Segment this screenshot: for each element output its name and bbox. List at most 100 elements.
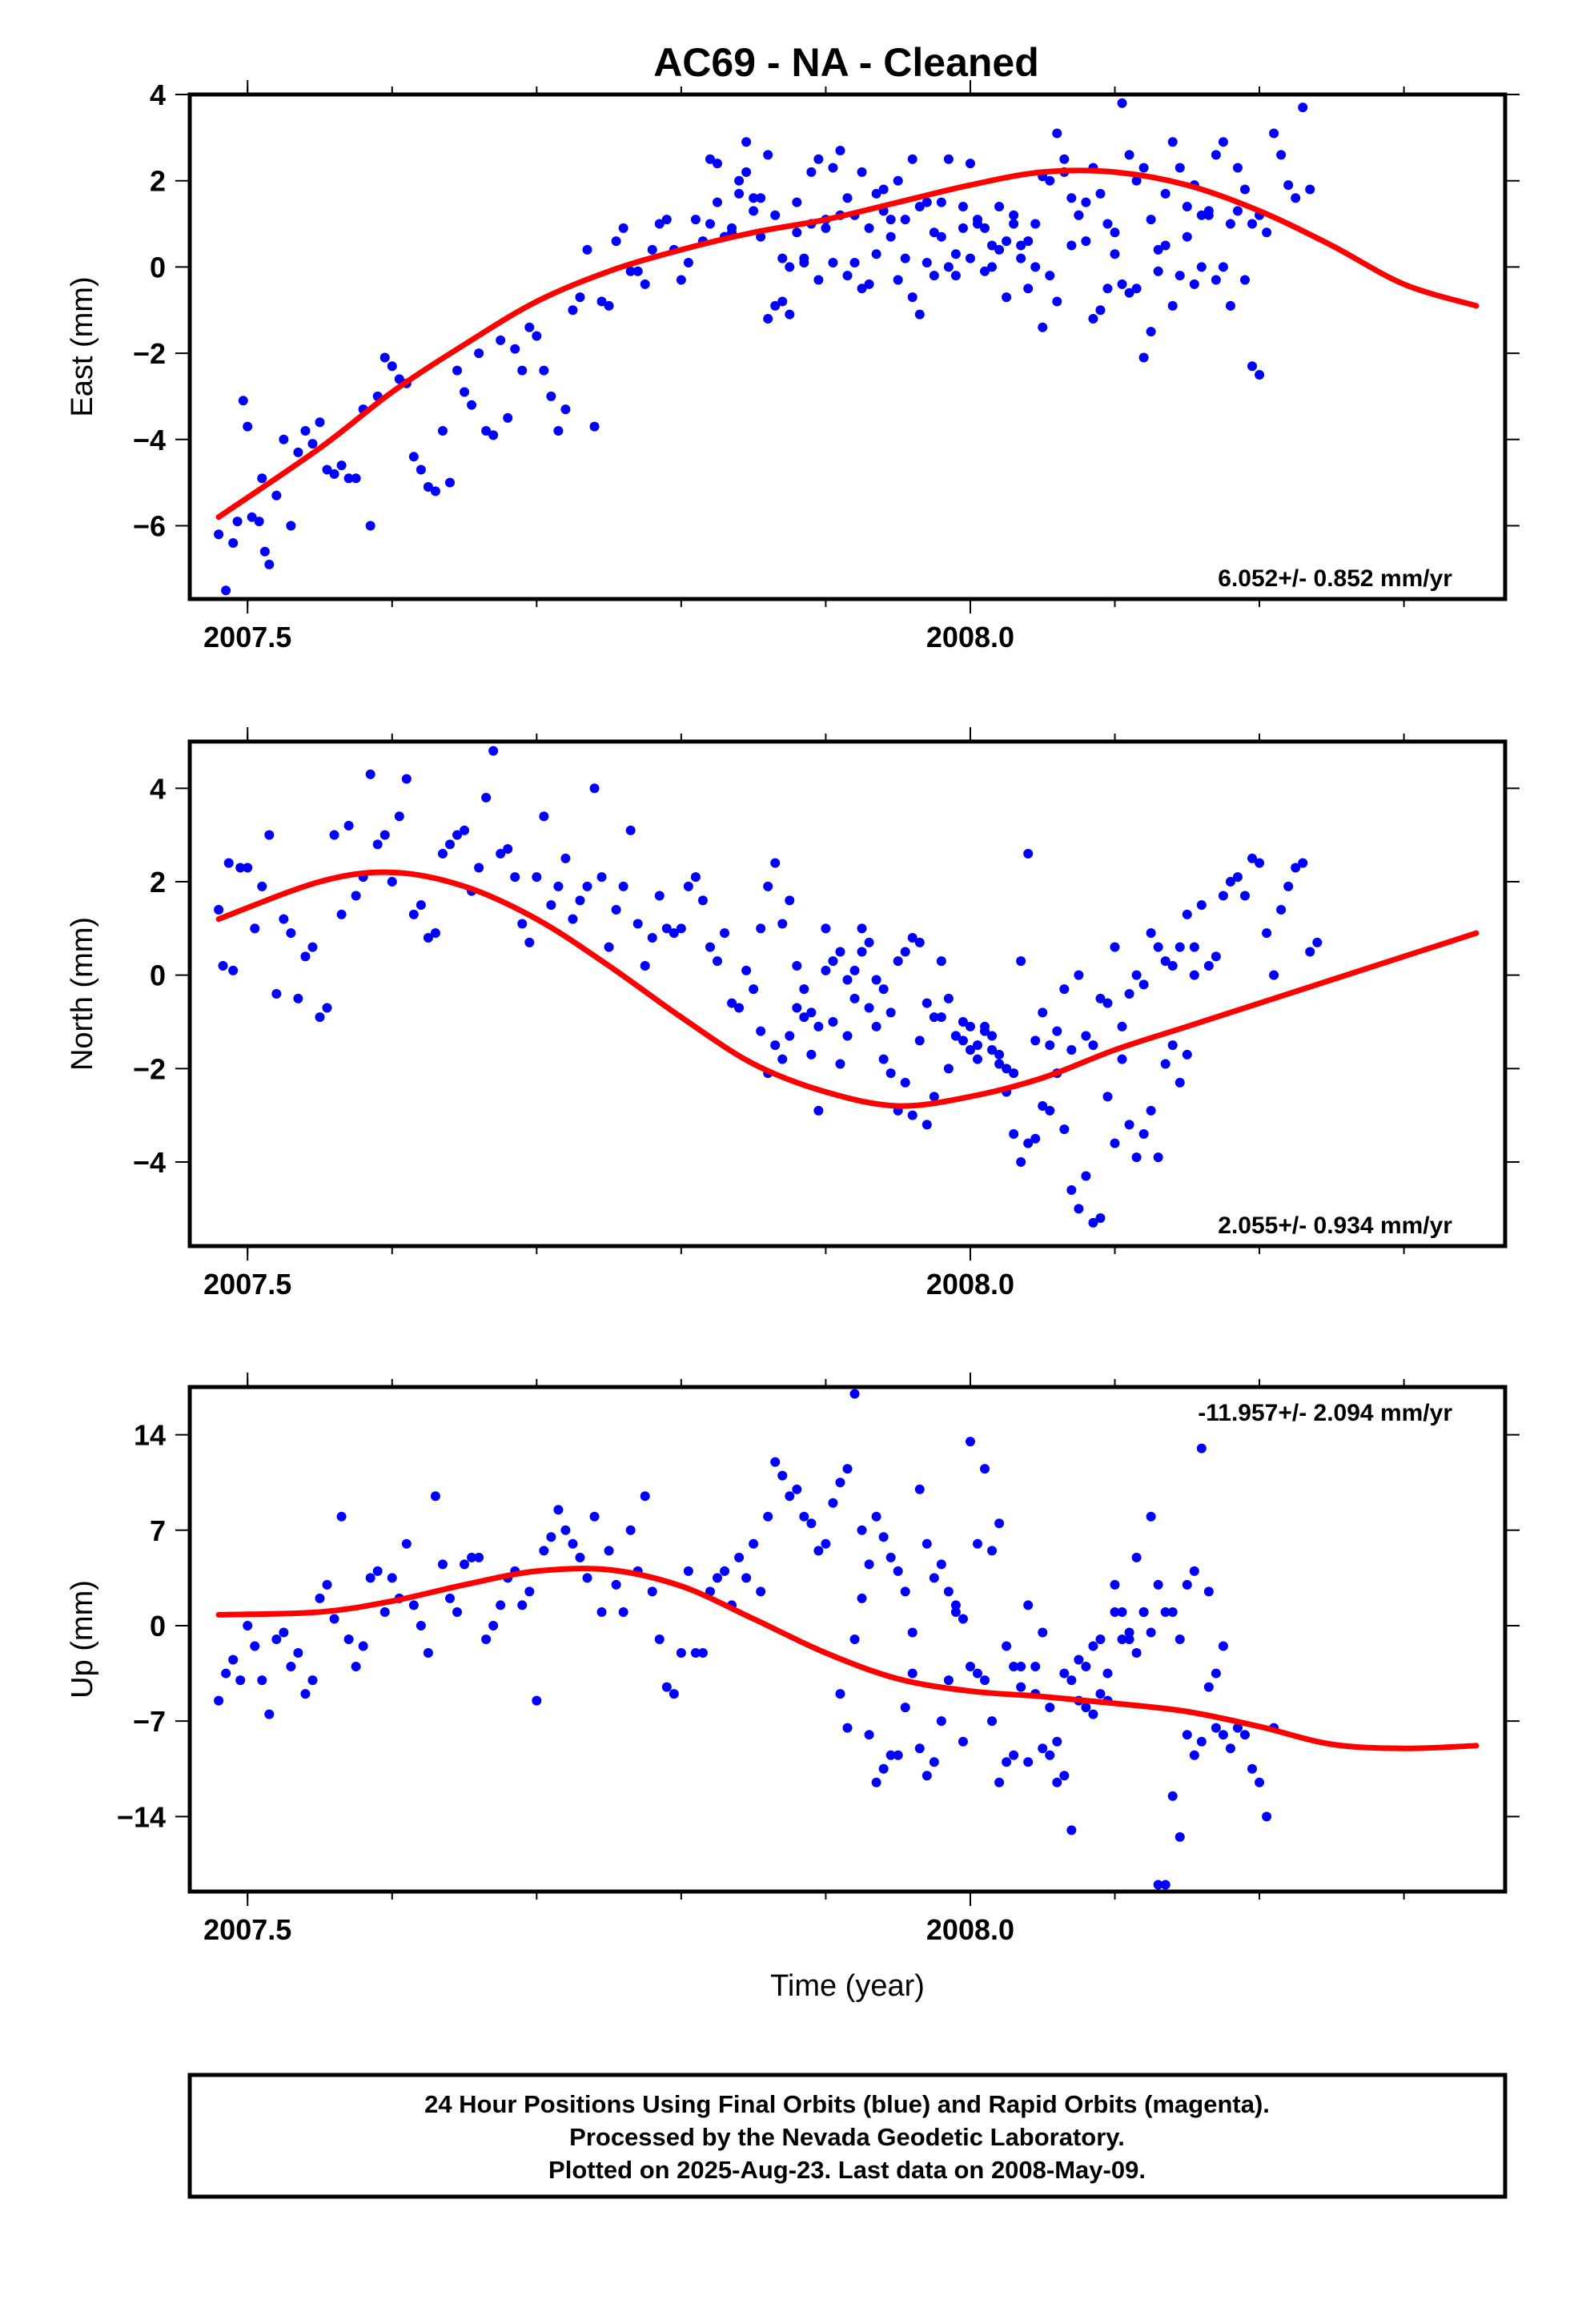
up-data-point — [1045, 1750, 1055, 1760]
north-data-point — [1016, 1157, 1026, 1167]
east-data-point — [842, 271, 853, 281]
north-data-point — [1030, 1133, 1041, 1144]
up-data-point — [625, 1525, 636, 1535]
east-data-point — [618, 223, 628, 233]
north-data-point — [821, 923, 831, 934]
east-data-point — [921, 258, 932, 267]
east-data-point — [532, 331, 542, 341]
east-data-point — [994, 202, 1005, 211]
up-data-point — [1016, 1662, 1026, 1672]
north-data-point — [950, 1031, 961, 1041]
north-data-point — [1045, 1105, 1055, 1116]
up-panel: 2007.5 2008.0 14 7 0 −7 −14 Up (mm) Time (year) -… — [66, 1373, 1520, 2003]
up-data-point — [214, 1695, 224, 1706]
east-data-point — [1167, 300, 1178, 311]
up-data-point — [929, 1757, 939, 1767]
east-data-point — [474, 348, 484, 359]
east-data-point — [259, 546, 270, 557]
east-data-point — [1174, 163, 1185, 173]
north-data-point — [749, 984, 759, 995]
east-data-point — [864, 279, 874, 289]
north-data-point — [1269, 970, 1279, 980]
north-data-point — [756, 923, 766, 934]
up-data-point — [950, 1606, 961, 1617]
east-data-point — [849, 258, 860, 267]
east-y-tick-label: 2 — [150, 165, 166, 198]
up-data-point — [1153, 1880, 1163, 1890]
east-data-point — [329, 468, 339, 479]
north-data-point — [835, 1059, 845, 1069]
east-data-point — [741, 137, 752, 147]
up-data-point — [878, 1763, 889, 1774]
north-data-point — [763, 881, 773, 891]
north-data-point — [1110, 1138, 1120, 1148]
east-data-point — [647, 244, 657, 255]
north-data-point — [1160, 956, 1170, 967]
east-data-point — [221, 585, 231, 596]
north-data-point — [676, 923, 686, 934]
north-data-point — [1146, 928, 1156, 939]
up-data-point — [336, 1511, 347, 1522]
up-data-point — [1218, 1641, 1228, 1651]
up-data-point — [279, 1627, 289, 1638]
east-data-point — [950, 271, 961, 281]
up-data-point — [864, 1559, 874, 1570]
up-data-point — [1131, 1552, 1142, 1562]
east-data-layer — [214, 98, 1480, 596]
east-data-point — [1262, 227, 1272, 238]
up-data-point — [1030, 1662, 1041, 1672]
north-data-point — [596, 872, 607, 883]
up-data-point — [553, 1505, 564, 1515]
north-data-point — [1009, 1129, 1019, 1139]
north-data-point — [943, 1063, 954, 1074]
east-y-tick-label: −6 — [133, 509, 166, 542]
up-data-point — [329, 1614, 339, 1624]
up-data-point — [756, 1586, 766, 1597]
north-data-point — [322, 1003, 332, 1013]
north-data-point — [713, 956, 723, 967]
east-x-tick-label: 2007.5 — [203, 621, 291, 653]
east-data-point — [676, 275, 686, 285]
east-data-point — [705, 154, 715, 164]
up-data-point — [835, 1478, 845, 1488]
north-data-point — [575, 895, 585, 906]
north-data-point — [582, 881, 592, 891]
east-data-point — [741, 167, 752, 177]
east-data-point — [994, 244, 1005, 255]
up-data-point — [1095, 1634, 1106, 1644]
east-data-point — [1218, 137, 1228, 147]
north-data-point — [1081, 1171, 1091, 1181]
up-data-point — [1182, 1579, 1192, 1590]
up-data-point — [785, 1491, 795, 1502]
up-data-point — [517, 1600, 528, 1610]
up-data-point — [1117, 1606, 1127, 1617]
east-data-point — [503, 412, 513, 423]
north-data-point — [1124, 989, 1134, 999]
up-data-point — [1203, 1586, 1214, 1597]
east-data-point — [785, 262, 795, 272]
north-data-point — [488, 746, 499, 756]
east-data-point — [885, 215, 896, 225]
east-data-point — [589, 421, 600, 432]
north-data-point — [777, 919, 788, 929]
east-data-point — [828, 258, 838, 267]
north-data-point — [1117, 1021, 1127, 1031]
up-data-point — [401, 1538, 412, 1549]
up-data-point — [430, 1491, 440, 1502]
up-data-point — [1045, 1703, 1055, 1713]
east-data-point — [777, 296, 788, 307]
east-data-point — [452, 365, 463, 376]
up-data-point — [669, 1689, 679, 1699]
east-data-point — [351, 473, 361, 484]
north-data-point — [770, 1040, 781, 1051]
up-data-point — [943, 1586, 954, 1597]
north-model-curve — [215, 869, 1480, 1109]
east-data-point — [264, 559, 275, 569]
up-data-point — [980, 1675, 990, 1686]
east-data-point — [1131, 175, 1142, 186]
east-data-point — [713, 197, 723, 207]
east-data-point — [1002, 236, 1012, 247]
up-data-point — [524, 1586, 535, 1597]
north-data-point — [568, 914, 578, 924]
